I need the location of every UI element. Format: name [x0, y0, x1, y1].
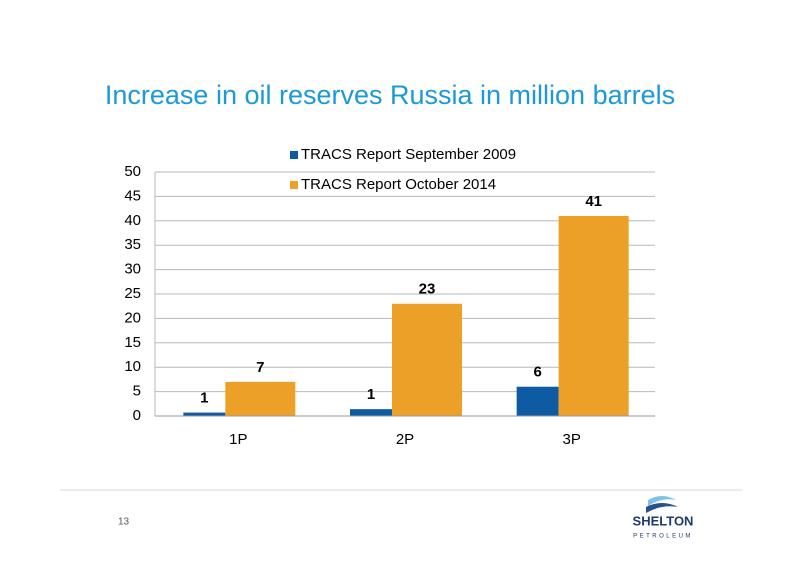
legend-label: TRACS Report September 2009: [301, 146, 516, 163]
y-tick-label: 5: [133, 383, 141, 400]
data-label: 6: [533, 364, 541, 381]
x-tick-label: 3P: [562, 431, 580, 448]
bar: [516, 386, 559, 416]
logo: SHELTON PETROLEUM: [633, 496, 694, 540]
logo-subtitle: PETROLEUM: [633, 534, 693, 540]
bar: [225, 381, 296, 416]
bar: [558, 215, 629, 416]
y-tick-label: 20: [124, 309, 141, 326]
bar: [350, 409, 392, 416]
legend-swatch: [290, 181, 298, 189]
bar: [183, 412, 226, 416]
x-tick-label: 1P: [229, 431, 247, 448]
y-tick-label: 25: [124, 285, 141, 302]
data-label: 41: [585, 193, 602, 210]
bar: [392, 303, 462, 416]
data-label: 1: [367, 386, 375, 403]
data-label: 23: [419, 281, 436, 298]
logo-name: SHELTON: [633, 513, 694, 528]
legend-swatch: [290, 151, 298, 159]
data-label: 7: [256, 359, 264, 376]
y-tick-label: 40: [124, 212, 141, 229]
legend-label: TRACS Report October 2014: [301, 176, 496, 193]
y-tick-label: 35: [124, 236, 141, 253]
data-label: 1: [200, 390, 208, 407]
y-tick-label: 0: [133, 407, 141, 424]
y-tick-label: 50: [124, 163, 141, 180]
x-tick-label: 2P: [396, 431, 414, 448]
y-tick-label: 15: [124, 334, 141, 351]
y-tick-label: 45: [124, 187, 141, 204]
page-number: 13: [118, 517, 130, 528]
chart-title: Increase in oil reserves Russia in milli…: [105, 80, 675, 110]
logo-wave: [648, 496, 676, 506]
logo-wave: [646, 503, 678, 513]
y-tick-label: 10: [124, 358, 141, 375]
y-tick-label: 30: [124, 261, 141, 278]
